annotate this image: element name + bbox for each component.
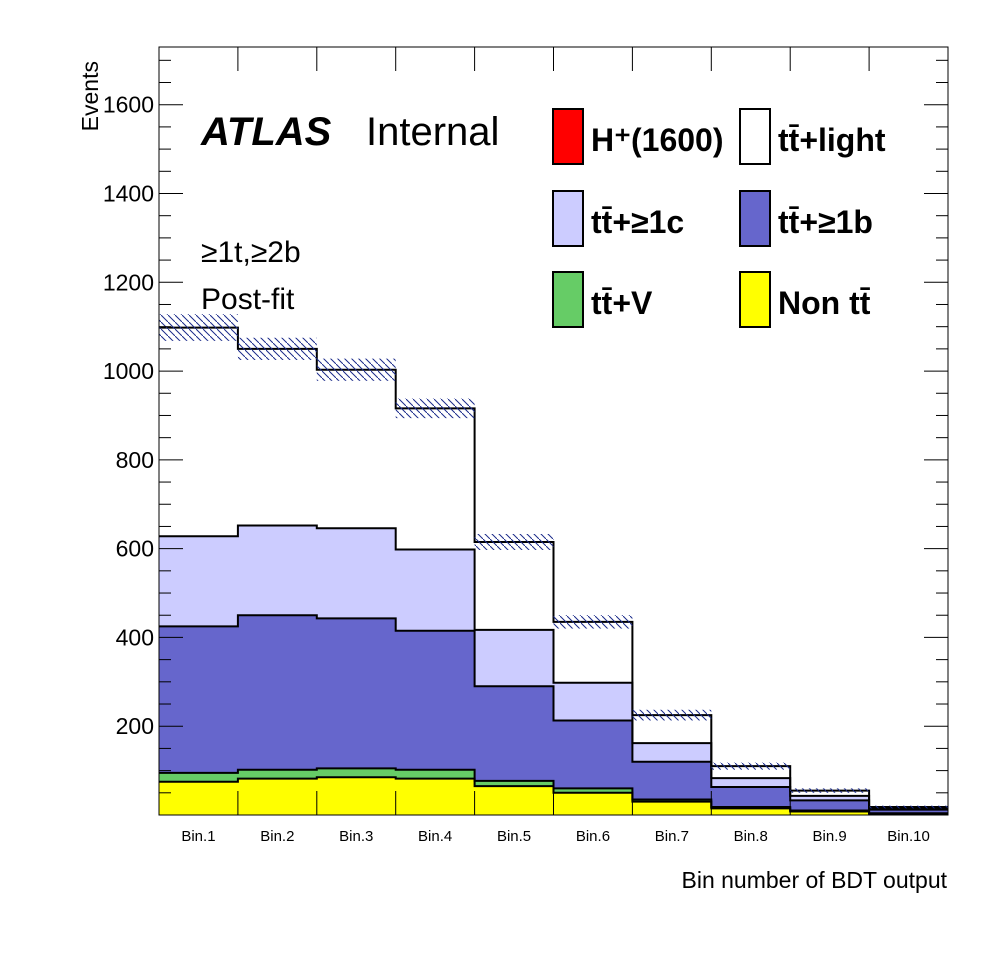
bar-series3-bin5 [474, 629, 554, 687]
x-tick-label: Bin.4 [418, 828, 452, 845]
legend-swatch [552, 271, 584, 328]
legend-label: tt̄+≥1c [591, 204, 684, 240]
x-tick-label: Bin.8 [734, 828, 768, 845]
bar-series2-bin1 [159, 626, 239, 773]
x-tick-label: Bin.5 [497, 828, 531, 845]
x-tick-label: Bin.7 [655, 828, 689, 845]
uncertainty-bin7 [632, 709, 712, 721]
bar-series0-bin7 [632, 801, 712, 815]
bar-series2-bin2 [237, 615, 318, 770]
x-tick-label: Bin.9 [813, 828, 847, 845]
bar-series1-bin6 [553, 788, 633, 793]
x-tick-label: Bin.2 [260, 828, 294, 845]
y-tick-label: 200 [116, 713, 154, 739]
legend-swatch [739, 108, 771, 165]
bar-series3-bin7 [632, 743, 712, 762]
fit-label: Post-fit [201, 283, 295, 316]
legend-swatch [552, 108, 584, 165]
atlas-logo-text: ATLAS [200, 110, 332, 154]
uncertainty-bin2 [237, 337, 317, 360]
uncertainty-bin4 [395, 398, 475, 419]
bar-series3-bin2 [237, 525, 318, 616]
bar-series1-bin4 [395, 769, 476, 779]
bar-series2-bin6 [553, 720, 633, 789]
atlas-label: ATLAS Internal [200, 110, 499, 154]
atlas-suffix: Internal [366, 110, 499, 154]
region-label: ≥1t,≥2b [201, 236, 301, 269]
bar-series3-bin4 [395, 549, 476, 631]
legend: H⁺(1600) tt̄+light tt̄+≥1c tt̄+≥1b tt̄+V Non … [552, 108, 886, 328]
uncertainty-band [159, 314, 948, 809]
y-tick-label: 600 [116, 536, 154, 562]
uncertainty-bin3 [316, 358, 396, 381]
bar-series2-bin5 [474, 686, 554, 781]
x-tick-label: Bin.1 [181, 828, 215, 845]
bar-series2-bin10 [869, 809, 949, 814]
legend-swatch [552, 190, 584, 247]
x-axis-label: Bin number of BDT output [682, 867, 948, 893]
legend-label: tt̄+V [591, 285, 653, 321]
bar-series1-bin3 [316, 768, 397, 778]
bar-series1-bin5 [474, 780, 554, 787]
y-tick-label: 800 [116, 447, 154, 473]
uncertainty-bin5 [474, 533, 554, 550]
bar-series2-bin7 [632, 761, 712, 800]
bar-series3-bin8 [711, 778, 791, 788]
bar-series3-bin3 [316, 528, 397, 619]
y-tick-label: 400 [116, 624, 154, 650]
bar-series2-bin4 [395, 630, 476, 770]
bar-series0-bin4 [395, 778, 476, 815]
bar-series4-bin6 [553, 621, 633, 683]
bar-series4-bin8 [711, 766, 791, 779]
legend-label: Non tt̄ [778, 285, 871, 321]
y-tick-label: 1600 [103, 92, 154, 118]
bar-series4-bin5 [474, 541, 554, 630]
legend-swatch [739, 271, 771, 328]
bar-series0-bin8 [711, 808, 791, 815]
x-tick-label: Bin.10 [887, 828, 930, 845]
bar-series3-bin1 [159, 536, 239, 627]
bar-series3-bin6 [553, 682, 633, 721]
legend-swatch [739, 190, 771, 247]
bar-series2-bin3 [316, 618, 397, 769]
y-tick-label: 1000 [103, 358, 154, 384]
bar-series4-bin3 [316, 369, 397, 529]
uncertainty-bin9 [790, 788, 870, 793]
legend-label: tt̄+light [778, 122, 886, 158]
stacked-bars [159, 327, 949, 815]
uncertainty-bin6 [553, 615, 633, 629]
x-tick-label: Bin.3 [339, 828, 373, 845]
uncertainty-bin8 [711, 762, 791, 770]
legend-label: H⁺(1600) [591, 122, 724, 158]
bar-series1-bin1 [159, 772, 239, 782]
bar-series1-bin7 [632, 799, 712, 802]
bar-series0-bin2 [237, 778, 318, 815]
y-tick-label: 1200 [103, 269, 154, 295]
bar-series4-bin4 [395, 408, 476, 550]
bar-series0-bin5 [474, 786, 554, 815]
x-axis-ticks: Bin.1 Bin.2 Bin.3 Bin.4 Bin.5 Bin.6 Bin.7 Bin.8… [158, 47, 949, 845]
bar-series0-bin6 [553, 792, 633, 815]
bar-series1-bin2 [237, 769, 318, 779]
y-axis-ticks: 200 400 600 800 1000 1200 1400 1600 [103, 59, 948, 794]
bar-series0-bin3 [316, 777, 397, 815]
bar-series2-bin9 [790, 800, 870, 811]
legend-label: tt̄+≥1b [778, 204, 873, 240]
bar-series4-bin1 [159, 327, 239, 537]
x-tick-label: Bin.6 [576, 828, 610, 845]
bar-series4-bin2 [237, 348, 318, 526]
bar-series0-bin1 [159, 781, 239, 815]
y-tick-label: 1400 [103, 180, 154, 206]
bar-series3-bin9 [790, 795, 870, 801]
y-axis-label: Events [77, 61, 103, 131]
uncertainty-bin1 [159, 314, 238, 341]
bar-series4-bin9 [790, 790, 870, 796]
bar-series0-bin9 [790, 811, 870, 815]
bar-series2-bin8 [711, 787, 791, 808]
uncertainty-bin10 [869, 805, 948, 809]
